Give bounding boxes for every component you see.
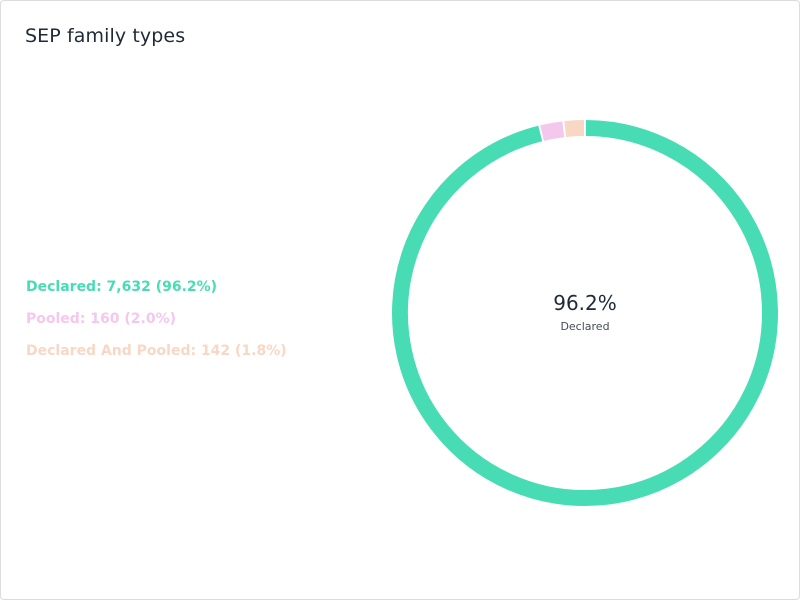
donut-slice-declared-and-pooled[interactable] — [564, 120, 585, 138]
legend-item-pooled: Pooled: 160 (2.0%) — [26, 311, 177, 327]
legend-item-declared-and-pooled: Declared And Pooled: 142 (1.8%) — [26, 343, 287, 359]
donut-center-label: Declared — [560, 320, 610, 333]
donut-slice-declared[interactable] — [392, 120, 778, 506]
donut-chart — [392, 120, 778, 506]
chart-title: SEP family types — [25, 25, 186, 47]
legend-item-declared: Declared: 7,632 (96.2%) — [26, 279, 218, 295]
legend: Declared: 7,632 (96.2%) Pooled: 160 (2.0… — [26, 271, 287, 367]
donut-slice-pooled[interactable] — [540, 121, 565, 141]
donut-center-value: 96.2% — [553, 291, 617, 315]
